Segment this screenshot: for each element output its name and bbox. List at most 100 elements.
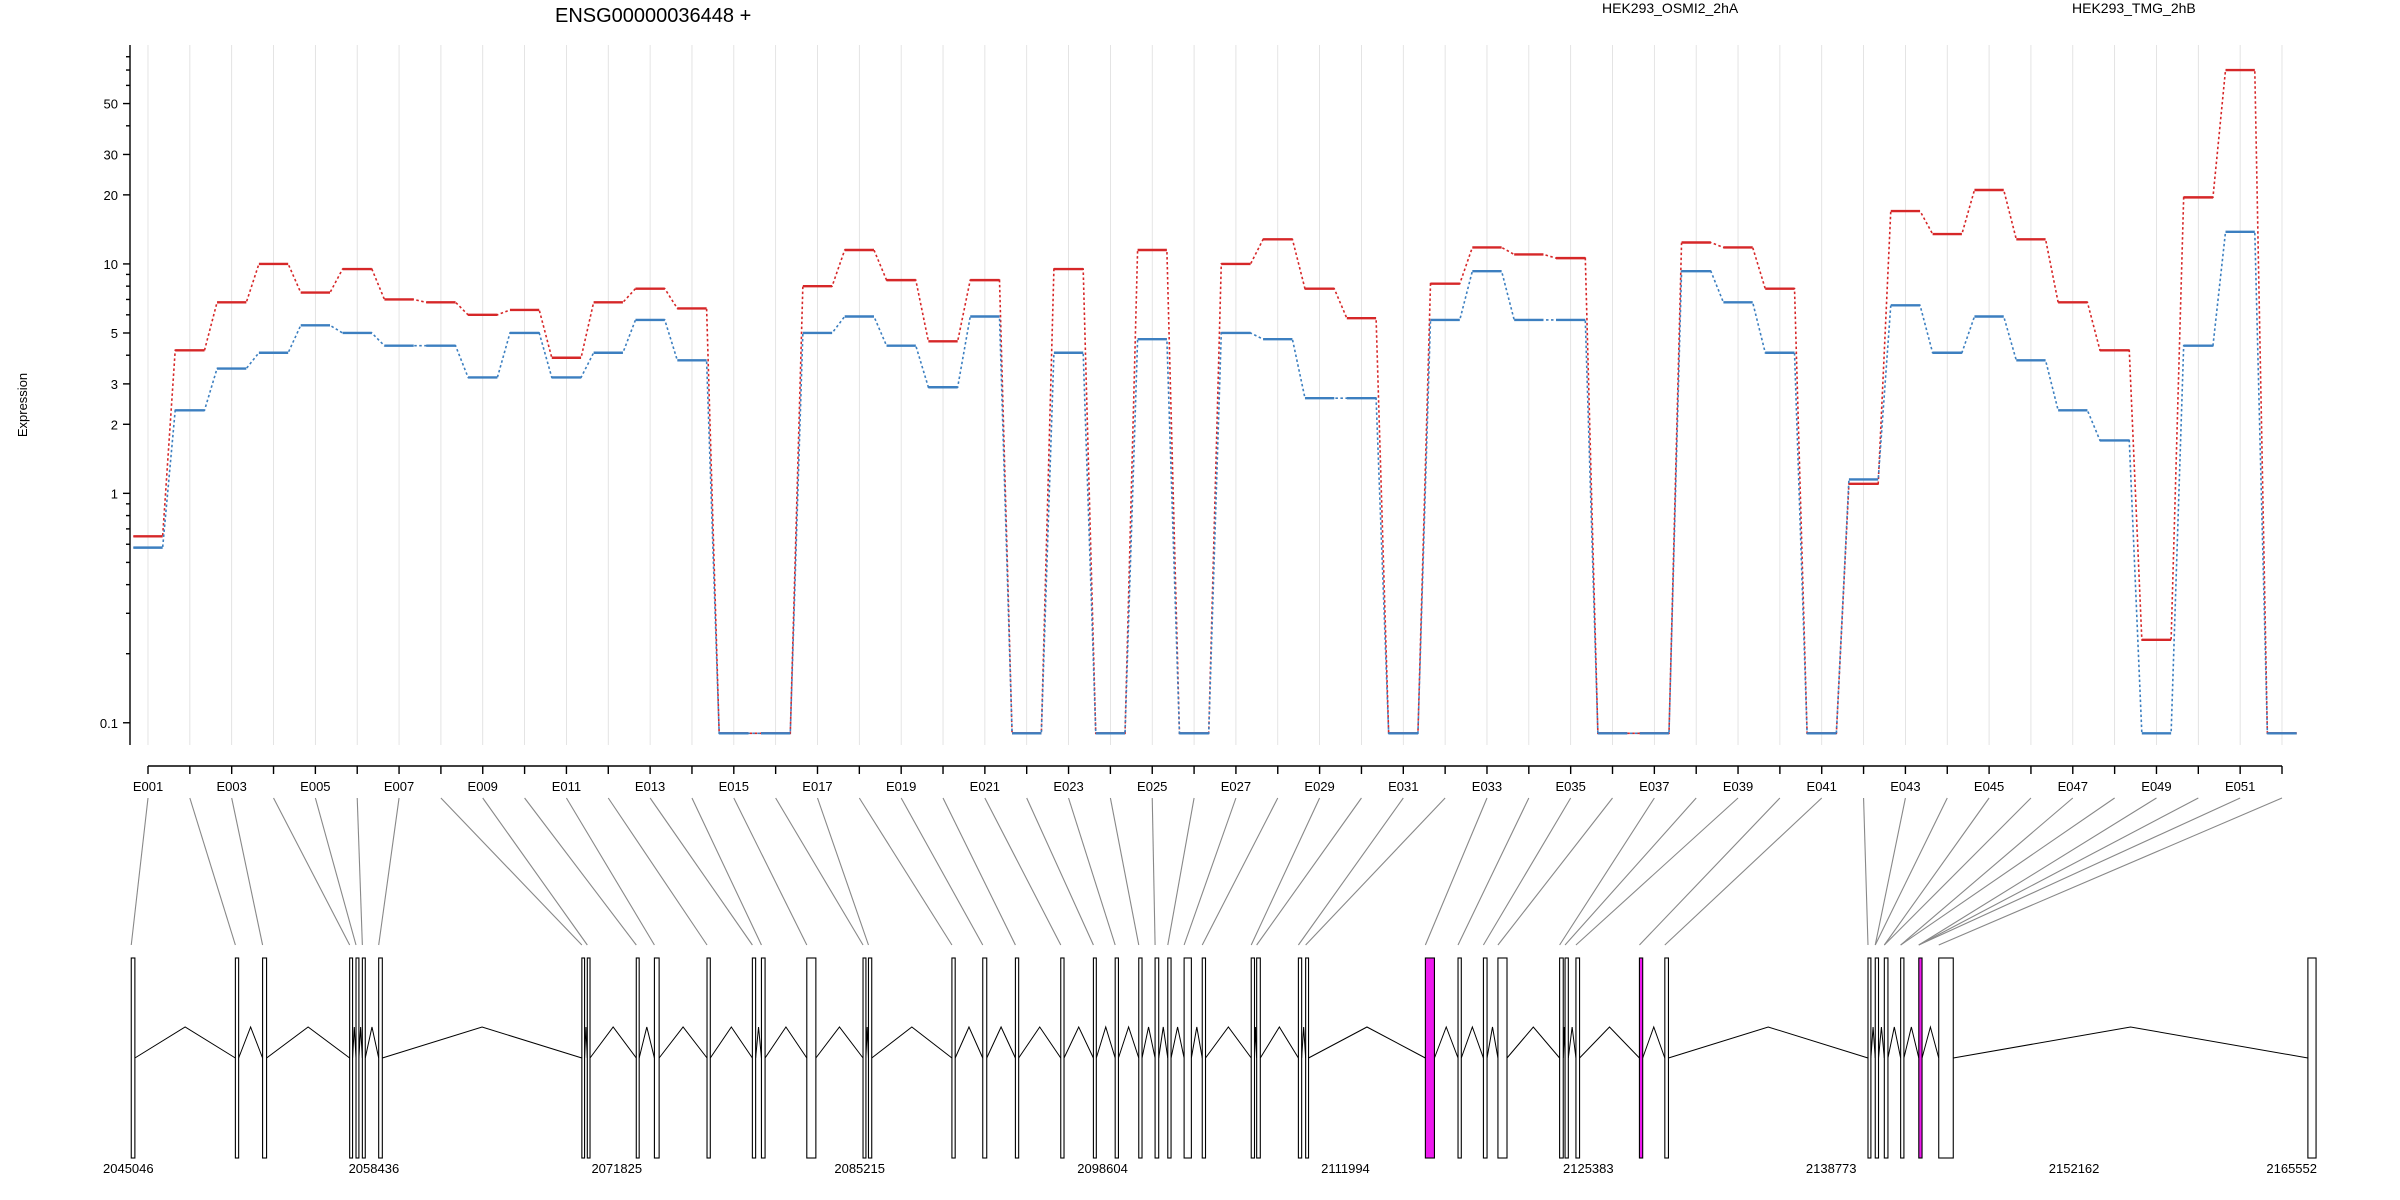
exon-connector: [649, 797, 753, 946]
exon-connector: [1256, 797, 1362, 946]
intron: [1921, 1025, 1940, 1059]
exon-connector: [1201, 797, 1279, 946]
x-tick-label: E007: [384, 779, 414, 794]
intron: [1903, 1026, 1920, 1059]
exon-connector: [1900, 797, 2115, 946]
x-tick-label: E039: [1723, 779, 1753, 794]
x-tick-label: E023: [1053, 779, 1083, 794]
chart-title: ENSG00000036448 +: [555, 5, 751, 27]
exon: [1867, 957, 1872, 1159]
exon: [1938, 957, 1954, 1159]
exon-connector: [1151, 797, 1156, 946]
exon: [581, 957, 586, 1159]
exon-connector: [733, 797, 808, 946]
y-axis-label: Expression: [15, 373, 30, 437]
exon-connector: [1457, 797, 1530, 946]
intron: [364, 1026, 380, 1059]
exon: [982, 957, 988, 1159]
exon: [867, 957, 873, 1159]
exon-connector: [858, 797, 953, 946]
exon-connector: [1918, 797, 2241, 946]
genomic-tick-label: 2152162: [2049, 1161, 2100, 1176]
x-tick-label: E025: [1137, 779, 1167, 794]
x-tick-label: E001: [133, 779, 163, 794]
exon: [862, 957, 867, 1159]
exon: [378, 957, 383, 1159]
exon-connectors: [130, 797, 2283, 946]
exon-connector: [1883, 797, 1990, 946]
exon-connector: [524, 797, 637, 946]
intron: [954, 1025, 984, 1059]
exon-connector: [900, 797, 984, 946]
exon-connector: [1575, 797, 1739, 946]
x-tick-label: E049: [2141, 779, 2171, 794]
exon: [1457, 957, 1462, 1159]
x-tick-label: E011: [552, 779, 581, 794]
exon: [1154, 957, 1160, 1159]
series-lines: [133, 68, 2297, 735]
exon: [806, 957, 817, 1159]
exon: [1183, 957, 1192, 1159]
exon: [1297, 957, 1303, 1159]
y-tick-label: 3: [111, 377, 118, 392]
exon-connector: [1305, 797, 1446, 946]
exon-connector: [942, 797, 1016, 946]
exon: [635, 957, 640, 1159]
exon: [1201, 957, 1207, 1159]
intron: [1878, 1026, 1885, 1059]
exon-connector: [1482, 797, 1572, 946]
exon: [706, 957, 711, 1159]
exon: [1305, 957, 1310, 1159]
x-tick-label: E051: [2225, 779, 2255, 794]
genomic-tick-label: 2125383: [1563, 1161, 1614, 1176]
exon-connector: [1874, 797, 1948, 946]
exon-connector: [189, 797, 236, 946]
exon-connector: [1883, 797, 2032, 946]
exon-connector: [314, 797, 357, 946]
exon-connector: [273, 797, 351, 946]
genomic-tick-label: 2111994: [1321, 1161, 1370, 1176]
exon: [1874, 957, 1880, 1159]
intron: [815, 1026, 864, 1059]
exon-connector: [1068, 797, 1116, 946]
intron: [709, 1026, 753, 1059]
intron: [1460, 1025, 1484, 1059]
legend-series-2: HEK293_TMG_2hB: [2072, 0, 2196, 16]
exon-connector: [1874, 797, 1906, 946]
intron: [1095, 1025, 1116, 1059]
exon-connector: [1900, 797, 2074, 946]
exon-connector: [1564, 797, 1697, 946]
intron: [382, 1026, 583, 1059]
genomic-tick-label: 2045046: [103, 1161, 154, 1176]
exon-connector: [1424, 797, 1488, 946]
intron: [1567, 1026, 1577, 1059]
exon: [262, 957, 268, 1159]
intron: [638, 1026, 655, 1059]
y-tick-label: 30: [104, 147, 118, 162]
exon-connector: [378, 797, 400, 946]
series-line: [133, 231, 2297, 735]
intron: [1506, 1026, 1560, 1059]
genomic-tick-label: 2085215: [834, 1161, 885, 1176]
exon: [1664, 957, 1670, 1159]
intron: [1259, 1026, 1299, 1059]
exon: [234, 957, 240, 1159]
intron: [658, 1026, 708, 1059]
intron: [589, 1026, 637, 1059]
x-tick-label: E015: [719, 779, 749, 794]
x-tick-label: E031: [1388, 779, 1418, 794]
intron: [1953, 1026, 2308, 1059]
y-axis: 0.1 1 2 3 5 10 20 30 50: [100, 45, 131, 745]
exon: [1167, 957, 1172, 1159]
exon: [1564, 957, 1569, 1159]
x-tick-label: E005: [300, 779, 330, 794]
exon-connector: [1026, 797, 1094, 946]
exon-connector: [816, 797, 869, 946]
exon: [951, 957, 956, 1159]
y-tick-label: 0.1: [100, 716, 118, 731]
exon-connector: [1109, 797, 1140, 946]
exon: [586, 957, 591, 1159]
x-tick-label: E041: [1807, 779, 1837, 794]
genomic-axis: 2045046 2058436 2071825 2085215 2098604 21119…: [103, 1161, 2317, 1176]
intron: [1205, 1026, 1252, 1059]
